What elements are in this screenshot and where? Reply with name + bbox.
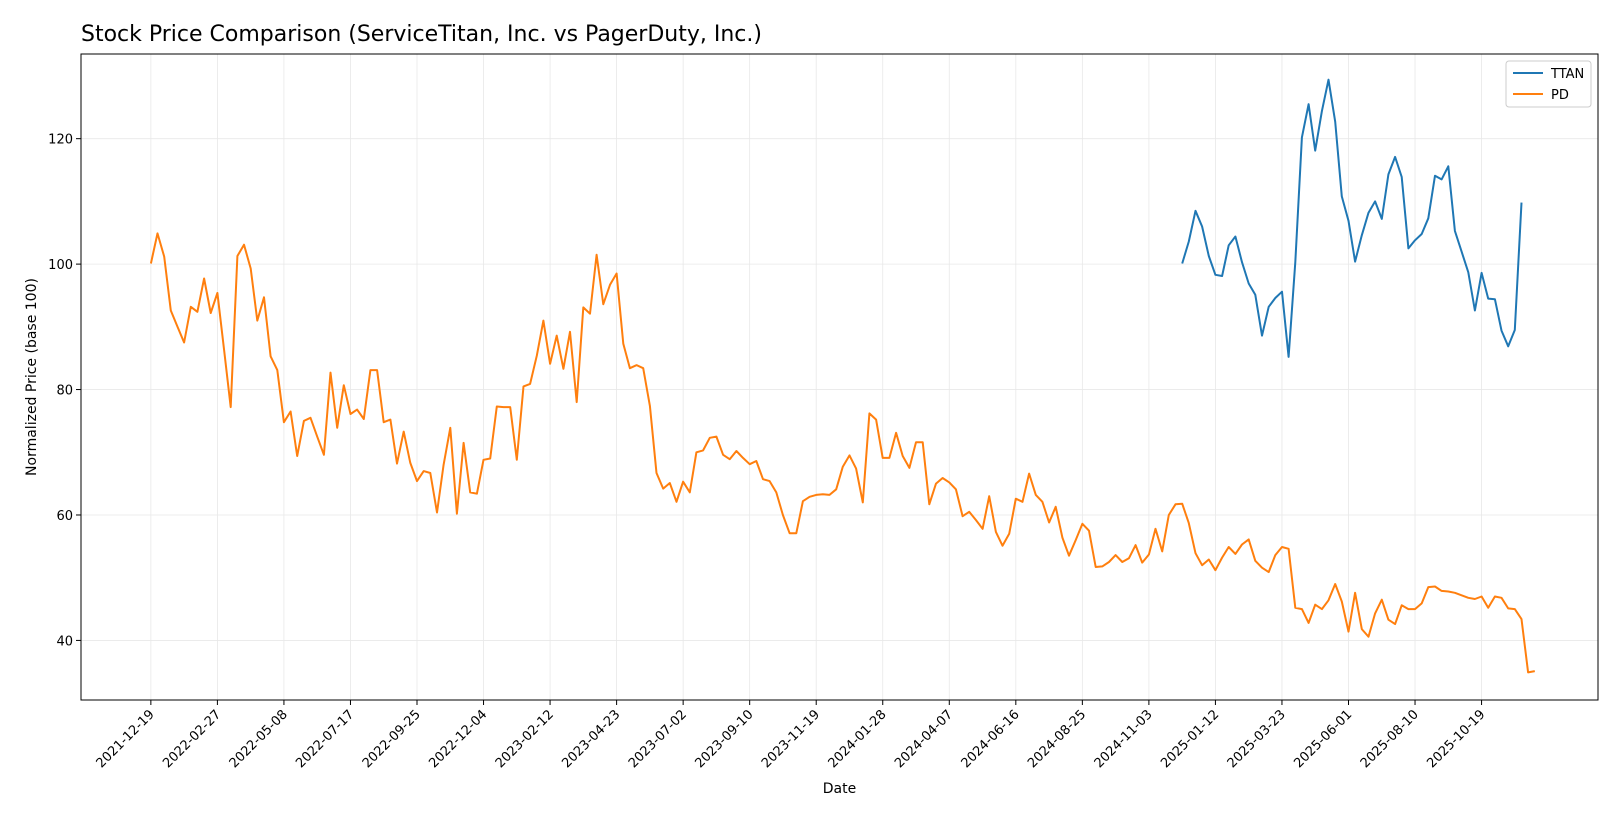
series-line-ttan	[1181, 78, 1523, 358]
legend: TTAN PD	[1505, 60, 1592, 108]
series-layer	[149, 78, 1535, 674]
y-axis-label: Normalized Price (base 100)	[24, 278, 40, 476]
y-tick-label: 100	[48, 258, 73, 273]
chart-title: Stock Price Comparison (ServiceTitan, In…	[81, 22, 762, 47]
y-tick-label: 60	[56, 509, 73, 524]
y-tick-label: 120	[48, 133, 73, 148]
series-line-pd	[149, 232, 1535, 674]
x-axis-label: Date	[823, 781, 856, 797]
y-tick-label: 80	[56, 384, 73, 399]
legend-label-ttan: TTAN	[1550, 67, 1584, 82]
y-axis-ticks: 40 60 80 100 120	[48, 133, 81, 649]
grid-lines	[81, 54, 1598, 700]
legend-label-pd: PD	[1551, 88, 1569, 103]
plot-frame	[80, 53, 1599, 701]
y-tick-label: 40	[56, 634, 73, 649]
